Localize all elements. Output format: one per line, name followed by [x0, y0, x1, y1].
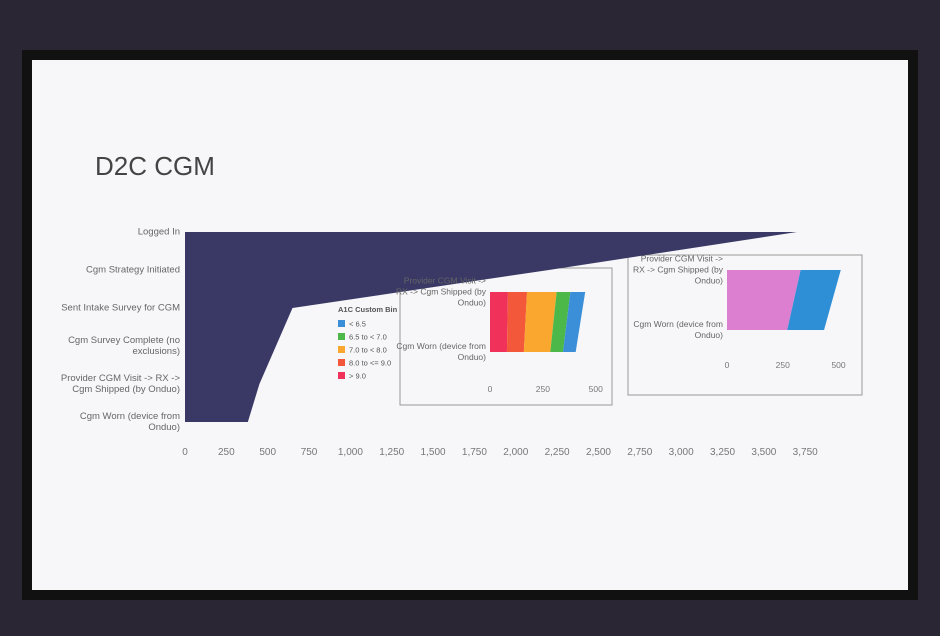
x-tick-label: 250 — [536, 384, 550, 394]
x-tick-label: 1,500 — [421, 447, 446, 458]
area-segment — [550, 292, 571, 352]
legend-title: A1C Custom Bin — [338, 305, 398, 314]
legend-label: < 6.5 — [349, 320, 366, 329]
area-segment — [506, 292, 528, 352]
x-tick-label: 750 — [301, 447, 318, 458]
category-label: Provider CGM Visit -> RX -> Cgm Shipped … — [60, 373, 180, 395]
legend-label: 8.0 to <= 9.0 — [349, 359, 391, 368]
category-label: Cgm Strategy Initiated — [86, 264, 180, 276]
category-label: Cgm Worn (device from Onduo) — [633, 319, 723, 340]
area — [185, 232, 797, 422]
x-tick-label: 2,000 — [503, 447, 528, 458]
x-tick-label: 500 — [589, 384, 603, 394]
category-label: Cgm Survey Complete (no exclusions) — [68, 335, 180, 357]
x-tick-label: 1,000 — [338, 447, 363, 458]
x-tick-label: 2,500 — [586, 447, 611, 458]
category-label: Provider CGM Visit -> RX -> Cgm Shipped … — [633, 253, 723, 286]
x-tick-label: 3,250 — [710, 447, 735, 458]
legend-swatch — [338, 372, 345, 379]
category-label: Cgm Worn (device from Onduo) — [396, 341, 486, 362]
category-label: Sent Intake Survey for CGM — [61, 302, 180, 314]
legend-label: 6.5 to < 7.0 — [349, 333, 387, 342]
x-tick-label: 250 — [218, 447, 235, 458]
area-segment — [490, 292, 508, 352]
category-label: Cgm Worn (device from Onduo) — [79, 411, 180, 433]
x-tick-label: 1,250 — [379, 447, 404, 458]
category-label: Logged In — [137, 226, 180, 238]
legend-swatch — [338, 359, 345, 366]
legend-swatch — [338, 346, 345, 353]
x-tick-label: 3,750 — [793, 447, 818, 458]
legend-swatch — [338, 333, 345, 340]
x-tick-label: 1,750 — [462, 447, 487, 458]
x-tick-label: 0 — [488, 384, 493, 394]
area-segment — [787, 270, 841, 330]
chart-title: D2C CGM — [95, 151, 215, 181]
x-tick-label: 500 — [259, 447, 276, 458]
legend-label: 7.0 to < 8.0 — [349, 346, 387, 355]
x-tick-label: 3,500 — [751, 447, 776, 458]
legend-swatch — [338, 320, 345, 327]
x-tick-label: 500 — [831, 360, 845, 370]
inset-box — [627, 254, 863, 396]
x-tick-label: 2,250 — [545, 447, 570, 458]
x-tick-label: 0 — [182, 447, 188, 458]
x-tick-label: 250 — [776, 360, 790, 370]
area-segment — [562, 292, 586, 352]
legend-label: > 9.0 — [349, 372, 366, 381]
category-label: Provider CGM Visit -> RX -> Cgm Shipped … — [396, 275, 486, 308]
area-segment — [523, 292, 557, 352]
x-tick-label: 0 — [725, 360, 730, 370]
x-tick-label: 3,000 — [669, 447, 694, 458]
area-segment — [727, 270, 801, 330]
x-tick-label: 2,750 — [627, 447, 652, 458]
